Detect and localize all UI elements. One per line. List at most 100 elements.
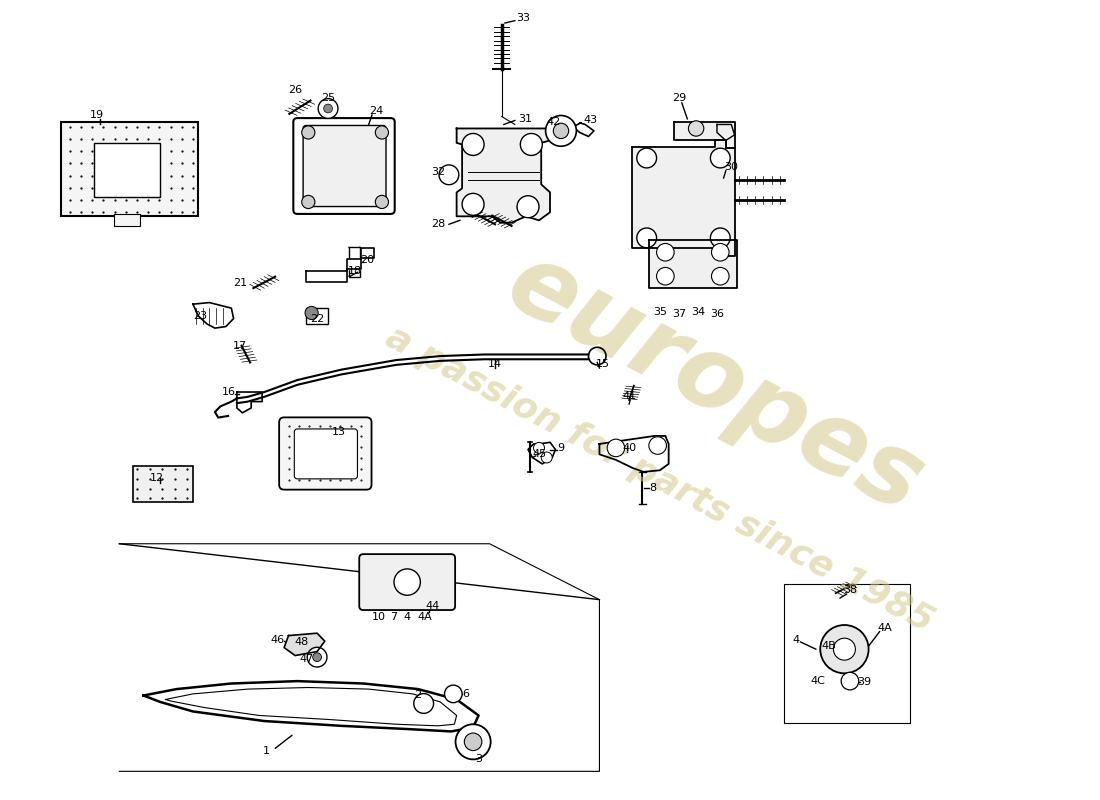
Text: 1: 1 xyxy=(263,746,271,756)
Bar xyxy=(62,122,198,216)
Circle shape xyxy=(375,195,388,209)
Text: a passion for parts since 1985: a passion for parts since 1985 xyxy=(381,321,939,639)
Text: 22: 22 xyxy=(310,314,324,323)
Polygon shape xyxy=(632,141,735,256)
Bar xyxy=(114,214,140,226)
Polygon shape xyxy=(600,436,669,472)
Text: 20: 20 xyxy=(361,255,375,266)
Text: europes: europes xyxy=(491,234,939,534)
Circle shape xyxy=(375,126,388,139)
FancyBboxPatch shape xyxy=(304,126,386,206)
Circle shape xyxy=(301,195,315,209)
Circle shape xyxy=(305,306,318,319)
Circle shape xyxy=(657,243,674,261)
Text: 39: 39 xyxy=(857,677,871,687)
Circle shape xyxy=(607,439,625,457)
Circle shape xyxy=(517,196,539,218)
Circle shape xyxy=(312,653,321,662)
Bar xyxy=(306,308,328,324)
Text: 38: 38 xyxy=(843,585,857,595)
Text: 17: 17 xyxy=(233,341,248,350)
Bar xyxy=(784,584,911,723)
Polygon shape xyxy=(456,129,550,222)
FancyBboxPatch shape xyxy=(295,429,358,479)
Bar xyxy=(310,642,316,652)
Text: 4: 4 xyxy=(404,612,410,622)
Circle shape xyxy=(842,672,859,690)
Circle shape xyxy=(541,452,552,463)
Circle shape xyxy=(323,104,332,113)
Text: 16: 16 xyxy=(222,387,236,397)
Text: 36: 36 xyxy=(710,309,724,318)
Circle shape xyxy=(637,228,657,248)
Circle shape xyxy=(711,228,730,248)
Text: 24: 24 xyxy=(370,106,384,116)
Text: 34: 34 xyxy=(691,307,705,317)
Circle shape xyxy=(464,733,482,750)
Text: 29: 29 xyxy=(672,93,686,103)
Circle shape xyxy=(318,98,338,118)
Text: 3: 3 xyxy=(475,754,482,764)
Polygon shape xyxy=(236,392,262,413)
Circle shape xyxy=(821,625,869,674)
Circle shape xyxy=(649,437,667,454)
Circle shape xyxy=(462,134,484,155)
FancyBboxPatch shape xyxy=(360,554,455,610)
Circle shape xyxy=(534,442,544,454)
Text: 12: 12 xyxy=(150,474,164,483)
Polygon shape xyxy=(649,240,737,288)
Text: 26: 26 xyxy=(288,85,302,95)
Circle shape xyxy=(689,121,704,136)
Circle shape xyxy=(834,638,856,660)
Text: 32: 32 xyxy=(431,167,446,178)
FancyBboxPatch shape xyxy=(279,418,372,490)
Polygon shape xyxy=(674,122,735,149)
Text: 28: 28 xyxy=(431,219,446,230)
Text: 33: 33 xyxy=(517,14,530,23)
Circle shape xyxy=(414,694,433,714)
Text: 21: 21 xyxy=(233,278,248,288)
Text: 10: 10 xyxy=(372,612,386,622)
Text: 18: 18 xyxy=(348,266,362,276)
Text: 42: 42 xyxy=(547,117,560,127)
Circle shape xyxy=(637,148,657,168)
Circle shape xyxy=(546,115,576,146)
Circle shape xyxy=(462,194,484,215)
Text: 47: 47 xyxy=(299,654,314,664)
Text: 2: 2 xyxy=(415,690,421,701)
Text: 15: 15 xyxy=(596,359,609,369)
Bar xyxy=(95,143,160,197)
Text: 8: 8 xyxy=(650,483,657,493)
Bar xyxy=(132,466,192,502)
Text: 13: 13 xyxy=(332,427,346,437)
Text: 40: 40 xyxy=(621,443,636,453)
Circle shape xyxy=(301,126,315,139)
Text: 4A: 4A xyxy=(417,612,432,622)
Circle shape xyxy=(657,267,674,285)
Text: 9: 9 xyxy=(558,443,564,453)
Circle shape xyxy=(455,724,491,759)
Circle shape xyxy=(439,165,459,185)
Text: 35: 35 xyxy=(653,307,667,317)
Circle shape xyxy=(394,569,420,595)
Text: 25: 25 xyxy=(321,93,336,103)
Text: 43: 43 xyxy=(584,115,597,126)
Text: 31: 31 xyxy=(518,114,531,124)
Text: 4B: 4B xyxy=(822,641,836,651)
Circle shape xyxy=(520,134,542,155)
Text: 14: 14 xyxy=(488,359,502,369)
Circle shape xyxy=(553,123,569,138)
Circle shape xyxy=(712,243,729,261)
Text: 45: 45 xyxy=(532,450,546,459)
Text: 46: 46 xyxy=(271,634,285,645)
Polygon shape xyxy=(306,248,374,282)
Circle shape xyxy=(307,647,327,667)
Circle shape xyxy=(444,685,462,702)
Text: 41: 41 xyxy=(621,391,636,401)
Text: 4A: 4A xyxy=(878,622,892,633)
Text: 30: 30 xyxy=(724,162,738,172)
Text: 4: 4 xyxy=(792,634,800,645)
Text: 4C: 4C xyxy=(811,676,825,686)
Text: 6: 6 xyxy=(462,689,469,699)
Polygon shape xyxy=(284,633,324,655)
